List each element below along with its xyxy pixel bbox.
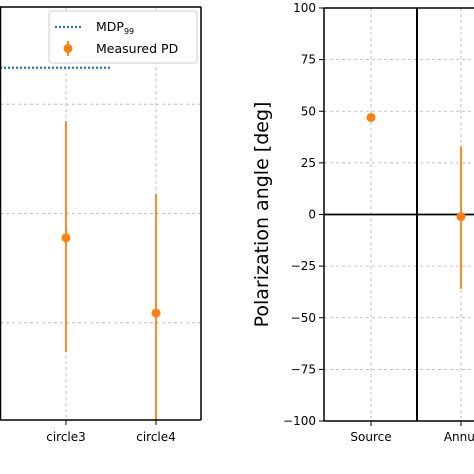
right-ytick-label-1: −75 [291, 362, 316, 376]
legend-frame [48, 10, 198, 64]
right-ytick-label-2: −50 [291, 311, 316, 325]
angle-point-Annul [456, 212, 466, 222]
right-chart-panel: −100 −75 −50 −25 0 25 50 75 100 Source Annul Polari… [251, 1, 474, 444]
legend-pd-label: Measured PD [96, 41, 178, 56]
left-xtick-label-circle3: circle3 [46, 430, 86, 444]
right-ytick-label-7: 75 [301, 53, 316, 67]
right-ytick-label-5: 25 [301, 156, 316, 170]
right-xtick-label-Source: Source [350, 430, 391, 444]
right-y-axis-title: Polarization angle [deg] [251, 102, 273, 328]
right-ytick-label-0: −100 [283, 414, 316, 428]
right-ytick-label-3: −25 [291, 259, 316, 273]
right-xtick-label-Annul: Annul [444, 430, 474, 444]
legend-pd-swatch-dot [63, 44, 73, 53]
right-ytick-label-8: 100 [293, 1, 316, 15]
angle-point-Source [366, 112, 376, 122]
measured-pd-point-circle3 [61, 233, 71, 243]
measured-pd-point-circle4 [151, 308, 161, 318]
left-xtick-label-circle4: circle4 [136, 430, 176, 444]
right-ytick-label-6: 50 [301, 104, 316, 118]
right-ytick-label-4: 0 [308, 208, 316, 222]
legend-mdp-subscript: 99 [124, 27, 134, 36]
